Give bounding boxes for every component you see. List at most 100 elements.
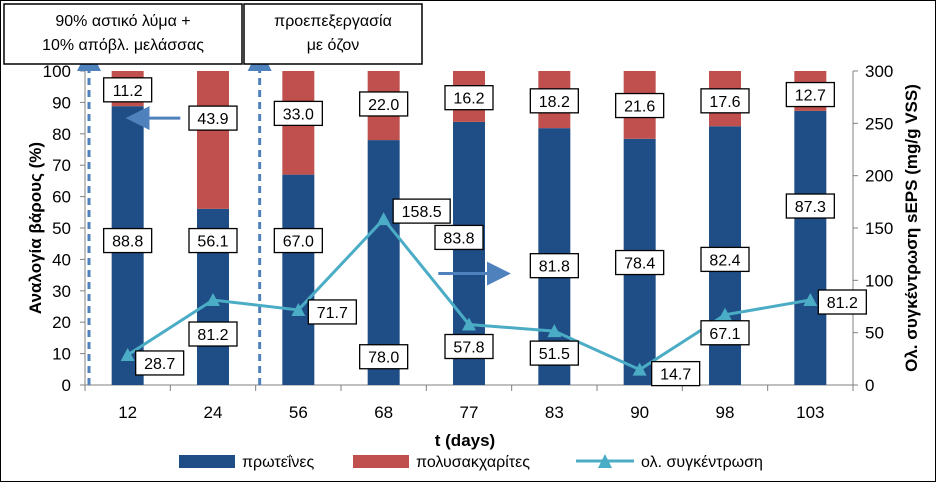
concentration-point [462, 317, 476, 331]
label-concentration-box [188, 321, 238, 347]
label-polysaccharides-box [444, 85, 494, 111]
left-tick-label: 50 [52, 219, 71, 238]
legend-label-proteins: πρωτεΐνες [242, 454, 315, 471]
label-concentration-box [135, 350, 185, 376]
label-proteins: 78.4 [624, 256, 655, 273]
label-proteins: 56.1 [197, 234, 228, 251]
legend-swatch-proteins [179, 455, 235, 468]
left-tick-label: 20 [52, 313, 71, 332]
bar-proteins [794, 110, 827, 386]
concentration-point [291, 302, 306, 316]
left-tick-label: 40 [52, 250, 71, 269]
right-tick-label: 100 [865, 271, 893, 290]
legend-swatch-polysaccharides [353, 455, 409, 468]
x-tick-label: 24 [204, 403, 223, 422]
annotation-text: 10% απόβλ. μελάσσας [42, 37, 204, 54]
y-axis-title: Αναλογία βάρους (%) [26, 142, 45, 314]
left-tick-label: 70 [52, 156, 71, 175]
annotation-box [3, 3, 243, 65]
right-tick-label: 300 [865, 62, 893, 81]
annotation-text: προεπεξεργασία [274, 13, 392, 30]
label-polysaccharides-box [103, 77, 153, 103]
label-polysaccharides-box [529, 88, 579, 114]
label-concentration-box [817, 289, 867, 315]
annotation-box [243, 3, 423, 65]
label-proteins-box [188, 227, 238, 254]
label-polysaccharides: 12.7 [795, 88, 826, 105]
label-polysaccharides: 33.0 [283, 106, 314, 123]
label-proteins-box [103, 227, 153, 254]
label-polysaccharides-box [615, 92, 665, 119]
left-tick-label: 0 [62, 376, 71, 395]
label-proteins: 82.4 [709, 252, 740, 269]
legend-label-polysaccharides: πολυσακχαρίτες [416, 454, 530, 471]
label-concentration-box [392, 198, 451, 224]
x-tick-label: 12 [118, 403, 137, 422]
right-tick-label: 0 [865, 376, 874, 395]
concentration-point [120, 347, 135, 361]
label-polysaccharides: 11.2 [113, 83, 143, 100]
right-tick-label: 150 [865, 219, 893, 238]
bar-proteins [282, 174, 315, 385]
left-tick-label: 80 [52, 125, 71, 144]
x-tick-label: 83 [545, 403, 564, 422]
label-polysaccharides-box [359, 91, 409, 117]
label-polysaccharides-box [273, 100, 323, 127]
annotation-text: 90% αστικό λύμα + [55, 13, 190, 30]
label-proteins: 78.0 [368, 350, 399, 367]
label-proteins-box [273, 227, 323, 254]
label-polysaccharides-box [785, 81, 835, 108]
left-tick-label: 100 [43, 62, 71, 81]
label-concentration: 67.1 [709, 326, 740, 343]
legend-label-concentration: ολ. συγκέντρωση [641, 454, 763, 471]
label-polysaccharides: 18.2 [539, 94, 570, 111]
annotation-text: με όζον [307, 37, 360, 54]
label-concentration: 81.2 [827, 295, 858, 312]
label-proteins-box [529, 253, 579, 279]
x-tick-label: 77 [460, 403, 479, 422]
label-concentration: 51.5 [539, 346, 570, 363]
label-proteins: 83.8 [443, 230, 474, 247]
legend-marker-concentration [598, 454, 612, 468]
label-concentration-box [651, 360, 701, 387]
right-tick-label: 50 [865, 324, 884, 343]
label-concentration: 14.7 [660, 367, 691, 384]
label-proteins-box [785, 193, 835, 219]
label-proteins-box [700, 246, 750, 273]
right-tick-label: 200 [865, 167, 893, 186]
label-polysaccharides: 21.6 [624, 99, 655, 116]
label-proteins: 88.8 [112, 234, 143, 251]
label-concentration: 57.8 [453, 340, 484, 357]
concentration-point [547, 324, 562, 338]
label-concentration-box [444, 333, 494, 360]
x-tick-label: 103 [796, 403, 824, 422]
left-tick-label: 60 [52, 188, 71, 207]
x-axis-title: t (days) [435, 431, 495, 450]
label-polysaccharides-box [188, 105, 238, 131]
x-tick-label: 90 [630, 403, 649, 422]
label-proteins: 67.0 [283, 234, 314, 251]
x-tick-label: 68 [374, 403, 393, 422]
left-tick-label: 10 [52, 345, 71, 364]
label-polysaccharides: 17.6 [709, 94, 740, 111]
label-proteins: 81.8 [539, 259, 570, 276]
label-polysaccharides: 43.9 [197, 111, 228, 128]
label-concentration-box [529, 340, 579, 366]
label-concentration: 158.5 [402, 204, 442, 221]
right-tick-label: 250 [865, 114, 893, 133]
label-concentration: 71.7 [317, 305, 348, 322]
label-proteins-box [359, 344, 409, 370]
x-tick-label: 98 [716, 403, 735, 422]
concentration-point [632, 362, 647, 376]
label-concentration-box [307, 299, 357, 325]
label-concentration: 81.2 [197, 327, 228, 344]
x-tick-label: 56 [289, 403, 308, 422]
label-proteins: 87.3 [795, 199, 826, 216]
label-proteins-box [615, 249, 665, 276]
concentration-point [206, 293, 220, 307]
concentration-point [803, 293, 818, 307]
label-polysaccharides: 22.0 [368, 97, 399, 114]
concentration-point [376, 212, 391, 226]
